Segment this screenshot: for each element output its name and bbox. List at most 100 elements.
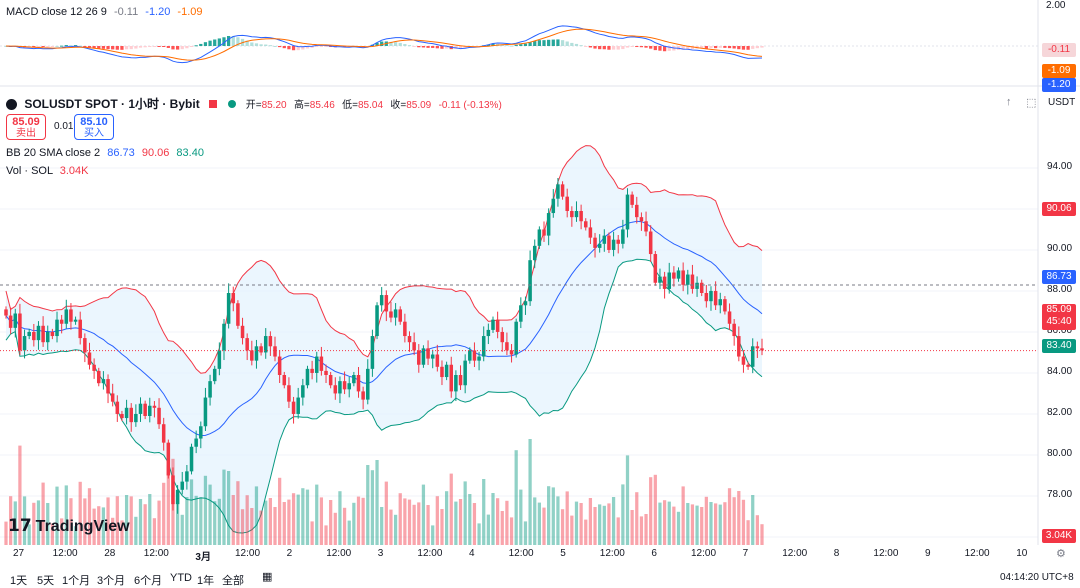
macd-hist-bar — [458, 46, 463, 49]
macd-hist-bar — [115, 46, 119, 50]
volume-bars — [4, 439, 764, 545]
volume-bar — [704, 496, 708, 545]
macd-hist-bar — [180, 46, 184, 50]
macd-hist-bar — [560, 40, 565, 46]
time-axis-label: 7 — [742, 548, 749, 559]
volume-bar — [519, 489, 523, 545]
volume-bar — [32, 502, 36, 545]
macd-hist-bar — [407, 45, 412, 47]
tradingview-logo[interactable]: 𝟭𝟳 TradingView — [8, 516, 130, 536]
candle-body — [672, 272, 676, 279]
macd-hist-bar — [542, 40, 546, 46]
macd-hist-bar — [435, 46, 439, 49]
macd-hist-bar — [625, 46, 630, 48]
macd-hist-bar — [46, 46, 50, 47]
volume-bar — [723, 502, 727, 545]
screenshot-icon[interactable]: ⬚ — [1026, 97, 1037, 109]
volume-bar — [87, 488, 92, 545]
candle-body — [259, 346, 263, 353]
range-button[interactable]: 5天 — [37, 575, 55, 587]
time-axis-label: 9 — [925, 548, 931, 559]
clock[interactable]: 04:14:20 UTC+8 — [1000, 572, 1074, 583]
settings-gear-icon[interactable]: ⚙ — [1056, 548, 1066, 560]
macd-hist-bar — [217, 38, 221, 46]
macd-hist-bar — [593, 46, 597, 49]
close-label: 收= — [390, 100, 407, 111]
candle-body — [588, 227, 593, 238]
symbol-title[interactable]: SOLUSDT SPOT · 1小时 · Bybit — [24, 97, 200, 111]
volume-bar — [695, 505, 699, 545]
volume-bar — [231, 495, 235, 545]
volume-bar — [584, 519, 588, 545]
currency-select[interactable]: USDT ⌄ — [1048, 97, 1080, 108]
candle-body — [709, 290, 713, 302]
macd-hist-bar — [97, 46, 101, 49]
date-range-icon[interactable]: ▦ — [262, 571, 273, 583]
sell-button[interactable]: 85.09 卖出 — [6, 114, 46, 140]
candle-body — [106, 379, 110, 394]
volume-bar — [440, 509, 444, 545]
candle-body — [607, 235, 611, 250]
macd-hist-bar — [106, 46, 110, 50]
candle-body — [491, 319, 495, 330]
range-button[interactable]: 3个月 — [97, 575, 126, 587]
candle-body — [681, 270, 685, 285]
range-button[interactable]: 1个月 — [62, 575, 91, 587]
candle-body — [570, 211, 574, 218]
volume-bar — [380, 507, 384, 545]
macd-hist-bar — [491, 43, 495, 46]
macd-hist-bar — [431, 46, 435, 48]
candle-body — [59, 319, 64, 324]
volume-bar — [83, 498, 87, 545]
candle-body — [398, 309, 402, 322]
candle-body — [727, 311, 732, 324]
candle-body — [375, 305, 379, 337]
macd-hist-bar — [598, 46, 602, 50]
bb-label: BB 20 SMA close 2 — [6, 147, 101, 159]
flag-icon[interactable] — [209, 100, 218, 108]
macd-hist-bar — [421, 46, 426, 48]
candle-body — [602, 235, 607, 244]
volume-bar — [273, 507, 277, 545]
volume-bar — [138, 499, 143, 545]
volume-bar — [324, 525, 328, 545]
macd-hist-bar — [551, 39, 555, 46]
volume-bar — [672, 506, 676, 545]
price-axis-label: 78.00 — [1047, 488, 1073, 500]
volume-bar — [106, 497, 110, 545]
range-button[interactable]: 1年 — [197, 575, 215, 587]
range-button[interactable]: 1天 — [10, 575, 28, 587]
bb-legend: BB 20 SMA close 2 86.73 90.06 83.40 — [6, 147, 204, 159]
range-button[interactable]: 全部 — [222, 575, 244, 587]
volume-bar — [713, 503, 718, 545]
volume-bar — [709, 502, 713, 545]
volume-bar — [528, 439, 532, 545]
macd-hist-bar — [658, 46, 662, 51]
range-button[interactable]: YTD — [170, 572, 192, 584]
candle-body — [69, 309, 73, 322]
volume-bar — [213, 501, 217, 545]
macd-hist-bar — [60, 45, 64, 47]
macd-hist-bar — [166, 46, 170, 48]
open-label: 开= — [245, 100, 262, 111]
arrow-up-icon[interactable]: ↑ — [1006, 96, 1012, 108]
volume-bar — [579, 503, 583, 545]
candle-body — [208, 381, 212, 398]
macd-hist-bar — [199, 43, 203, 46]
macd-axis-top: 2.00 — [1046, 0, 1066, 11]
volume-bar — [370, 470, 375, 545]
buy-button[interactable]: 85.10 买入 — [74, 114, 114, 140]
macd-hist-bar — [723, 46, 727, 48]
macd-hist-bar — [185, 46, 189, 49]
candle-body — [347, 383, 351, 390]
candle-body — [328, 375, 333, 386]
range-button[interactable]: 6个月 — [134, 575, 163, 587]
price-axis-label: 86.00 — [1047, 324, 1073, 336]
candle-body — [83, 338, 87, 353]
time-axis-label: 6 — [651, 548, 657, 559]
candle-body — [695, 282, 699, 289]
macd-hist-bar — [83, 46, 87, 47]
volume-bar — [431, 525, 435, 545]
volume-bar — [662, 500, 667, 545]
